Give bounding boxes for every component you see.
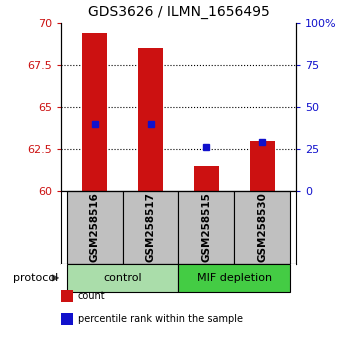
- Text: control: control: [103, 273, 142, 283]
- Text: percentile rank within the sample: percentile rank within the sample: [78, 314, 242, 324]
- Bar: [67, 191, 123, 264]
- Text: GSM258530: GSM258530: [257, 193, 267, 262]
- Bar: [194, 166, 219, 191]
- Bar: [234, 191, 290, 264]
- Text: MIF depletion: MIF depletion: [197, 273, 272, 283]
- Bar: [250, 141, 275, 191]
- Title: GDS3626 / ILMN_1656495: GDS3626 / ILMN_1656495: [88, 5, 269, 19]
- Text: GSM258517: GSM258517: [146, 193, 156, 262]
- Bar: [67, 264, 178, 292]
- Text: protocol: protocol: [13, 273, 58, 283]
- Bar: [178, 264, 290, 292]
- Text: GSM258516: GSM258516: [90, 193, 100, 262]
- Bar: [138, 48, 163, 191]
- Bar: [82, 33, 107, 191]
- Bar: [178, 191, 234, 264]
- Bar: [123, 191, 178, 264]
- Text: GSM258515: GSM258515: [201, 193, 211, 262]
- Text: count: count: [78, 291, 105, 301]
